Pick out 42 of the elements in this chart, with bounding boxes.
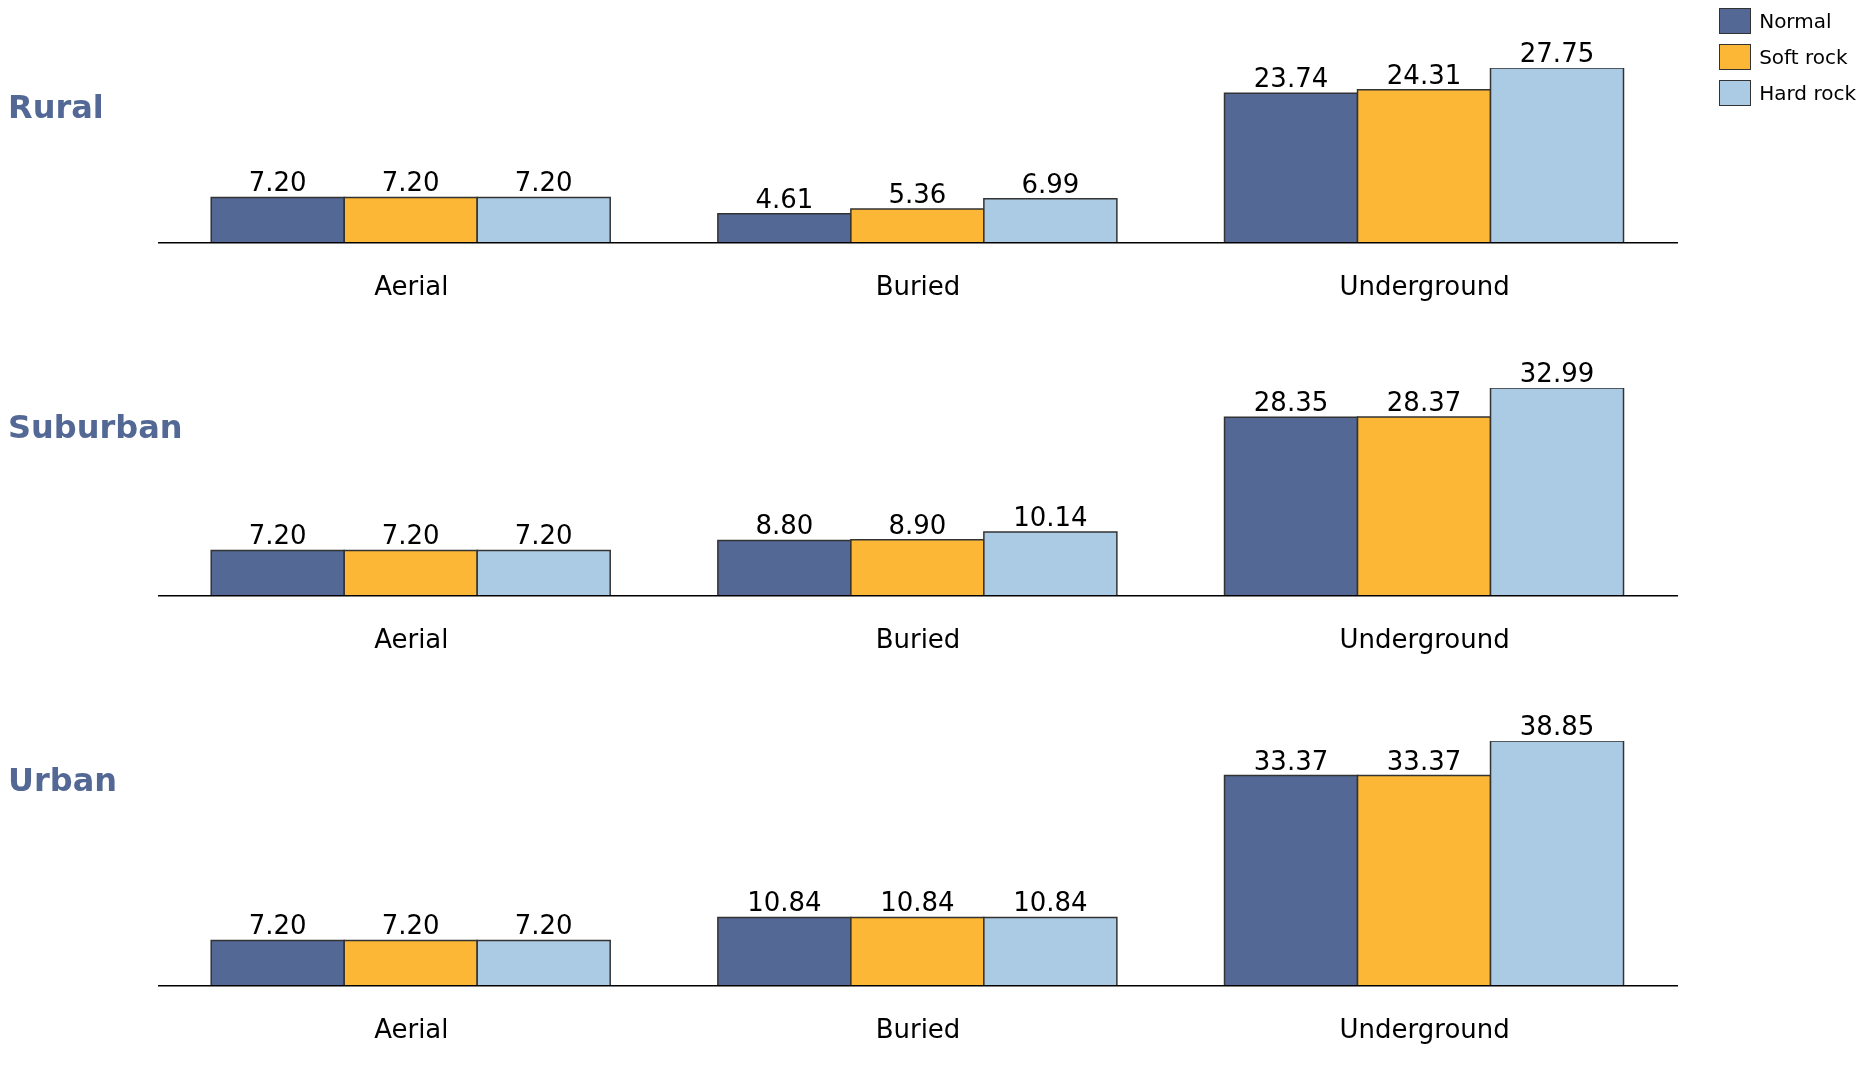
x-tick-label: Aerial xyxy=(374,1013,449,1044)
data-label: 7.20 xyxy=(514,167,573,198)
data-label: 8.80 xyxy=(755,510,814,541)
x-tick-label: Underground xyxy=(1339,1013,1510,1044)
data-label: 38.85 xyxy=(1519,710,1595,741)
data-label: 10.84 xyxy=(747,887,822,918)
data-label: 7.20 xyxy=(248,520,307,551)
legend-label: Hard rock xyxy=(1759,81,1856,105)
data-label: 7.20 xyxy=(514,910,573,941)
legend-label: Normal xyxy=(1759,9,1832,33)
text: Suburban xyxy=(8,407,183,446)
data-label: 28.35 xyxy=(1253,387,1329,418)
data-label: 28.37 xyxy=(1386,386,1462,417)
data-label: 23.74 xyxy=(1253,63,1329,94)
data-label: 4.61 xyxy=(755,183,814,214)
data-label: 7.20 xyxy=(381,910,440,941)
data-label: 7.20 xyxy=(248,167,307,198)
x-tick-label: Aerial xyxy=(374,271,449,302)
text: Urban xyxy=(8,760,118,799)
data-label: 24.31 xyxy=(1386,59,1462,90)
data-label: 7.20 xyxy=(248,910,307,941)
data-label: 6.99 xyxy=(1021,168,1080,199)
data-label: 7.20 xyxy=(514,520,573,551)
legend-label: Soft rock xyxy=(1759,45,1848,69)
data-label: 33.37 xyxy=(1386,745,1462,776)
x-tick-label: Underground xyxy=(1339,271,1510,302)
text: Rural xyxy=(8,88,104,126)
data-label: 10.14 xyxy=(1013,501,1088,532)
x-tick-label: Underground xyxy=(1339,624,1510,655)
data-label: 7.20 xyxy=(381,167,440,198)
data-label: 8.90 xyxy=(888,509,947,540)
x-tick-label: Buried xyxy=(875,624,961,655)
data-label: 5.36 xyxy=(888,179,947,210)
data-label: 27.75 xyxy=(1519,38,1595,68)
x-tick-label: Buried xyxy=(875,1013,961,1044)
data-label: 7.20 xyxy=(381,520,440,551)
data-label: 32.99 xyxy=(1519,357,1595,388)
data-label: 10.84 xyxy=(880,887,955,918)
x-tick-label: Aerial xyxy=(374,624,449,655)
x-tick-label: Buried xyxy=(875,271,961,302)
data-label: 33.37 xyxy=(1253,745,1329,776)
data-label: 10.84 xyxy=(1013,887,1088,918)
